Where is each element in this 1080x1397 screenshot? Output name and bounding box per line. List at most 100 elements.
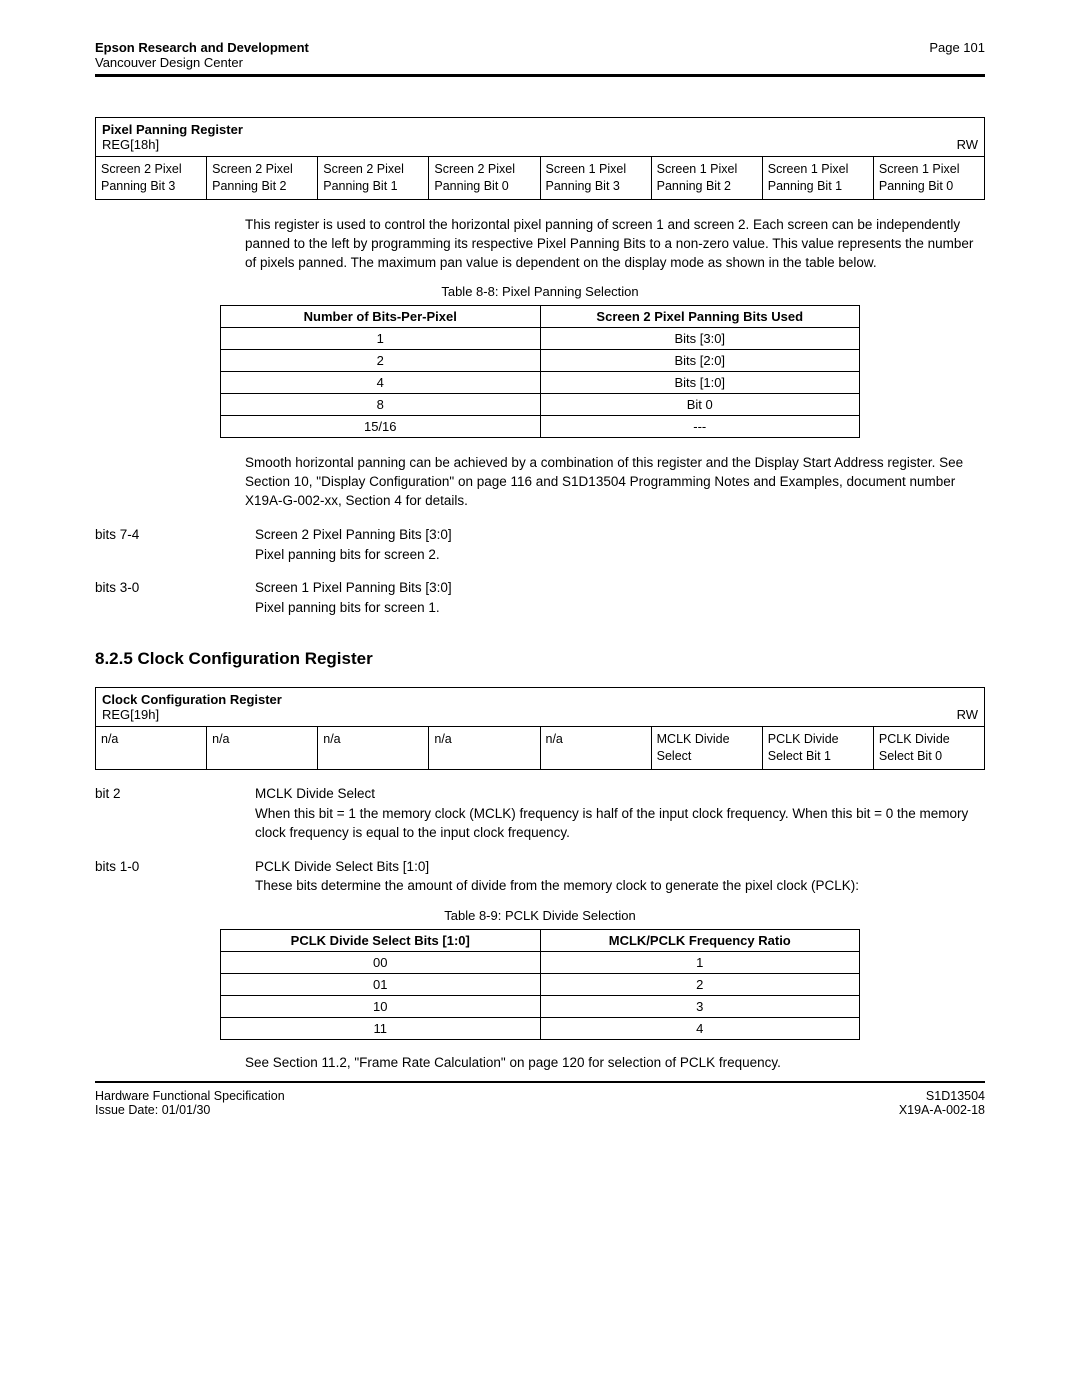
paragraph: See Section 11.2, "Frame Rate Calculatio… — [245, 1054, 985, 1073]
clock-config-register-table: Clock Configuration Register REG[19h] RW… — [95, 687, 985, 770]
register-code: REG[18h] — [102, 137, 159, 152]
header-left: Epson Research and Development Vancouver… — [95, 40, 309, 70]
table-header: MCLK/PCLK Frequency Ratio — [540, 929, 860, 951]
table-cell: Bits [2:0] — [540, 350, 860, 372]
bit-description: bits 3-0 Screen 1 Pixel Panning Bits [3:… — [95, 578, 985, 617]
bit-cell: MCLK Divide Select — [651, 727, 762, 770]
table-row: 15/16--- — [221, 416, 860, 438]
table-cell: 2 — [540, 973, 860, 995]
bit-cell: Screen 2 Pixel Panning Bit 3 — [96, 157, 207, 200]
page: Epson Research and Development Vancouver… — [0, 0, 1080, 1147]
bit-content: Screen 2 Pixel Panning Bits [3:0] Pixel … — [255, 525, 985, 564]
table-row: 1Bits [3:0] — [221, 328, 860, 350]
table-row: 001 — [221, 951, 860, 973]
table-cell: 4 — [221, 372, 541, 394]
bit-text: Pixel panning bits for screen 2. — [255, 547, 440, 562]
footer-product: S1D13504 — [899, 1089, 985, 1103]
table-cell: 10 — [221, 995, 541, 1017]
footer-date: Issue Date: 01/01/30 — [95, 1103, 285, 1117]
table-row: 012 — [221, 973, 860, 995]
bit-label: bits 3-0 — [95, 578, 255, 617]
register-title: Clock Configuration Register — [102, 692, 282, 707]
page-footer: Hardware Functional Specification Issue … — [95, 1089, 985, 1117]
table-row: 103 — [221, 995, 860, 1017]
page-header: Epson Research and Development Vancouver… — [95, 40, 985, 70]
bit-cell: n/a — [540, 727, 651, 770]
table-header: PCLK Divide Select Bits [1:0] — [221, 929, 541, 951]
bit-content: MCLK Divide Select When this bit = 1 the… — [255, 784, 985, 843]
bit-content: PCLK Divide Select Bits [1:0] These bits… — [255, 857, 985, 896]
footer-docnum: X19A-A-002-18 — [899, 1103, 985, 1117]
register-title: Pixel Panning Register — [102, 122, 243, 137]
table-cell: 00 — [221, 951, 541, 973]
register-rw: RW — [957, 137, 978, 152]
bit-text: When this bit = 1 the memory clock (MCLK… — [255, 806, 968, 841]
bit-cell: n/a — [318, 727, 429, 770]
bit-cell: Screen 1 Pixel Panning Bit 2 — [651, 157, 762, 200]
bit-cell: Screen 2 Pixel Panning Bit 2 — [207, 157, 318, 200]
table-cell: 2 — [221, 350, 541, 372]
table-row: 8Bit 0 — [221, 394, 860, 416]
paragraph: This register is used to control the hor… — [245, 216, 985, 273]
table-header: Screen 2 Pixel Panning Bits Used — [540, 306, 860, 328]
bit-title: Screen 1 Pixel Panning Bits [3:0] — [255, 580, 452, 595]
table-cell: Bits [1:0] — [540, 372, 860, 394]
bit-label: bits 1-0 — [95, 857, 255, 896]
section-heading: 8.2.5 Clock Configuration Register — [95, 649, 985, 669]
table-cell: 01 — [221, 973, 541, 995]
header-page-number: Page 101 — [929, 40, 985, 55]
bit-text: These bits determine the amount of divid… — [255, 878, 859, 893]
register-rw: RW — [957, 707, 978, 722]
bit-cell: Screen 2 Pixel Panning Bit 1 — [318, 157, 429, 200]
bit-description: bits 7-4 Screen 2 Pixel Panning Bits [3:… — [95, 525, 985, 564]
bit-label: bit 2 — [95, 784, 255, 843]
register-bit-row: n/a n/a n/a n/a n/a MCLK Divide Select P… — [96, 727, 985, 770]
paragraph: Smooth horizontal panning can be achieve… — [245, 454, 985, 511]
register-title-cell: Pixel Panning Register REG[18h] RW — [96, 118, 985, 157]
bit-cell: PCLK Divide Select Bit 0 — [873, 727, 984, 770]
table-caption: Table 8-9: PCLK Divide Selection — [95, 908, 985, 923]
table-cell: 15/16 — [221, 416, 541, 438]
bit-cell: Screen 2 Pixel Panning Bit 0 — [429, 157, 540, 200]
bit-cell: n/a — [429, 727, 540, 770]
table-row: 114 — [221, 1017, 860, 1039]
table-row: 2Bits [2:0] — [221, 350, 860, 372]
bit-cell: Screen 1 Pixel Panning Bit 3 — [540, 157, 651, 200]
footer-left: Hardware Functional Specification Issue … — [95, 1089, 285, 1117]
table-cell: --- — [540, 416, 860, 438]
header-company: Epson Research and Development — [95, 40, 309, 55]
bit-cell: n/a — [207, 727, 318, 770]
table-cell: 1 — [221, 328, 541, 350]
bit-cell: PCLK Divide Select Bit 1 — [762, 727, 873, 770]
bit-description: bit 2 MCLK Divide Select When this bit =… — [95, 784, 985, 843]
table-cell: 3 — [540, 995, 860, 1017]
table-cell: Bits [3:0] — [540, 328, 860, 350]
header-subunit: Vancouver Design Center — [95, 55, 309, 70]
bit-label: bits 7-4 — [95, 525, 255, 564]
footer-spec: Hardware Functional Specification — [95, 1089, 285, 1103]
pixel-panning-register-table: Pixel Panning Register REG[18h] RW Scree… — [95, 117, 985, 200]
table-cell: 11 — [221, 1017, 541, 1039]
table-cell: Bit 0 — [540, 394, 860, 416]
bit-cell: Screen 1 Pixel Panning Bit 0 — [873, 157, 984, 200]
table-row: 4Bits [1:0] — [221, 372, 860, 394]
bit-text: Pixel panning bits for screen 1. — [255, 600, 440, 615]
table-header: Number of Bits-Per-Pixel — [221, 306, 541, 328]
register-code: REG[19h] — [102, 707, 159, 722]
bit-title: MCLK Divide Select — [255, 786, 375, 801]
bit-description: bits 1-0 PCLK Divide Select Bits [1:0] T… — [95, 857, 985, 896]
bit-title: Screen 2 Pixel Panning Bits [3:0] — [255, 527, 452, 542]
table-cell: 8 — [221, 394, 541, 416]
bit-content: Screen 1 Pixel Panning Bits [3:0] Pixel … — [255, 578, 985, 617]
pclk-divide-selection-table: PCLK Divide Select Bits [1:0] MCLK/PCLK … — [220, 929, 860, 1040]
footer-right: S1D13504 X19A-A-002-18 — [899, 1089, 985, 1117]
register-title-cell: Clock Configuration Register REG[19h] RW — [96, 688, 985, 727]
bit-cell: n/a — [96, 727, 207, 770]
bit-title: PCLK Divide Select Bits [1:0] — [255, 859, 429, 874]
header-rule — [95, 74, 985, 77]
table-cell: 4 — [540, 1017, 860, 1039]
register-bit-row: Screen 2 Pixel Panning Bit 3 Screen 2 Pi… — [96, 157, 985, 200]
table-caption: Table 8-8: Pixel Panning Selection — [95, 284, 985, 299]
footer-rule — [95, 1081, 985, 1083]
pixel-panning-selection-table: Number of Bits-Per-Pixel Screen 2 Pixel … — [220, 305, 860, 438]
